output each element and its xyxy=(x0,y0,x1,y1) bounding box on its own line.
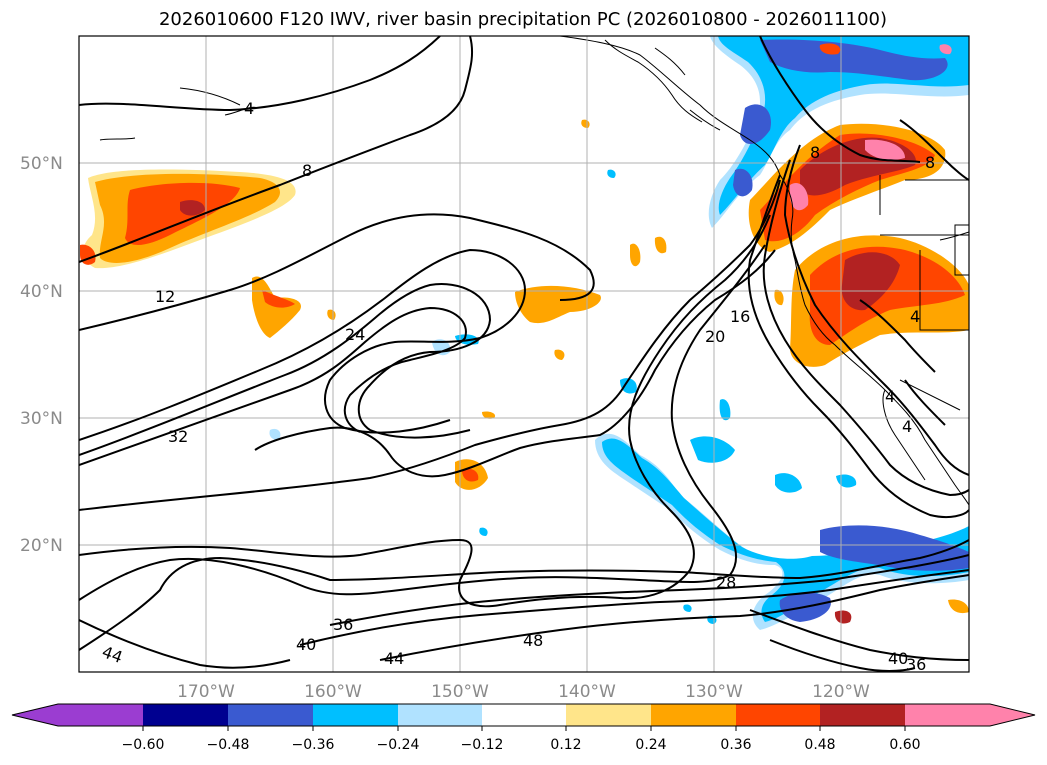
contour-label: 36 xyxy=(333,615,353,634)
lon-label-170w: 170°W xyxy=(177,682,235,702)
colorbar-segment xyxy=(482,704,566,726)
colorbar-segment xyxy=(228,704,313,726)
longitude-labels: 170°W 160°W 150°W 140°W 130°W 120°W xyxy=(177,682,870,702)
lat-label-30n: 30°N xyxy=(20,409,63,429)
contour-label: 4 xyxy=(910,307,920,326)
colorbar-ticks xyxy=(142,726,906,731)
lon-label-130w: 130°W xyxy=(685,682,743,702)
iwv-contours xyxy=(79,36,969,672)
gridlines xyxy=(79,36,969,672)
lat-label-40n: 40°N xyxy=(20,282,63,302)
colorbar-segment xyxy=(313,704,398,726)
colorbar-segment xyxy=(566,704,651,726)
colorbar: −0.60 −0.48 −0.36 −0.24 −0.12 0.12 0.24 … xyxy=(11,703,1036,753)
colorbar-tick-label: −0.24 xyxy=(377,737,420,753)
contour-label: 32 xyxy=(168,427,188,446)
lat-label-20n: 20°N xyxy=(20,536,63,556)
contour-label: 44 xyxy=(384,649,404,668)
colorbar-extend-low xyxy=(12,704,143,726)
precip-shading xyxy=(80,36,969,630)
figure-title: 2026010600 F120 IWV, river basin precipi… xyxy=(159,9,887,30)
contour-label: 16 xyxy=(730,307,750,326)
contour-label: 4 xyxy=(244,99,254,118)
map-area: 4 8 12 24 32 20 16 8 8 4 4 4 28 36 40 44… xyxy=(79,36,969,674)
contour-label: 4 xyxy=(902,417,912,436)
colorbar-segment xyxy=(398,704,482,726)
contour-labels: 4 8 12 24 32 20 16 8 8 4 4 4 28 36 40 44… xyxy=(100,99,936,674)
lon-label-140w: 140°W xyxy=(558,682,616,702)
colorbar-tick-label: 0.12 xyxy=(550,737,581,753)
colorbar-tick-label: 0.48 xyxy=(804,737,835,753)
colorbar-segment xyxy=(143,704,228,726)
contour-label: 8 xyxy=(302,161,312,180)
contour-label: 12 xyxy=(155,287,175,306)
contour-label: 8 xyxy=(925,153,935,172)
contour-label: 4 xyxy=(885,387,895,406)
contour-label: 36 xyxy=(906,655,926,674)
contour-label: 40 xyxy=(888,649,908,668)
contour-label: 20 xyxy=(705,327,725,346)
colorbar-tick-label: −0.48 xyxy=(207,737,250,753)
contour-label: 28 xyxy=(716,573,736,592)
colorbar-tick-label: 0.24 xyxy=(635,737,666,753)
colorbar-tick-label: 0.60 xyxy=(889,737,920,753)
contour-label: 40 xyxy=(296,635,316,654)
colorbar-segment xyxy=(651,704,736,726)
lat-label-50n: 50°N xyxy=(20,154,63,174)
lon-label-160w: 160°W xyxy=(304,682,362,702)
colorbar-segment xyxy=(736,704,820,726)
colorbar-extend-high xyxy=(905,704,1035,726)
colorbar-segment xyxy=(820,704,905,726)
contour-label: 8 xyxy=(810,143,820,162)
colorbar-tick-label: −0.36 xyxy=(292,737,335,753)
lon-label-150w: 150°W xyxy=(431,682,489,702)
colorbar-tick-label: −0.60 xyxy=(122,737,165,753)
colorbar-tick-label: −0.12 xyxy=(461,737,504,753)
contour-label: 48 xyxy=(523,631,543,650)
map-frame xyxy=(78,35,970,673)
coastlines xyxy=(99,36,969,506)
latitude-labels: 50°N 40°N 30°N 20°N xyxy=(20,154,63,556)
lon-label-120w: 120°W xyxy=(812,682,870,702)
colorbar-outline xyxy=(11,703,1036,727)
contour-label: 24 xyxy=(345,325,365,344)
colorbar-tick-label: 0.36 xyxy=(720,737,751,753)
